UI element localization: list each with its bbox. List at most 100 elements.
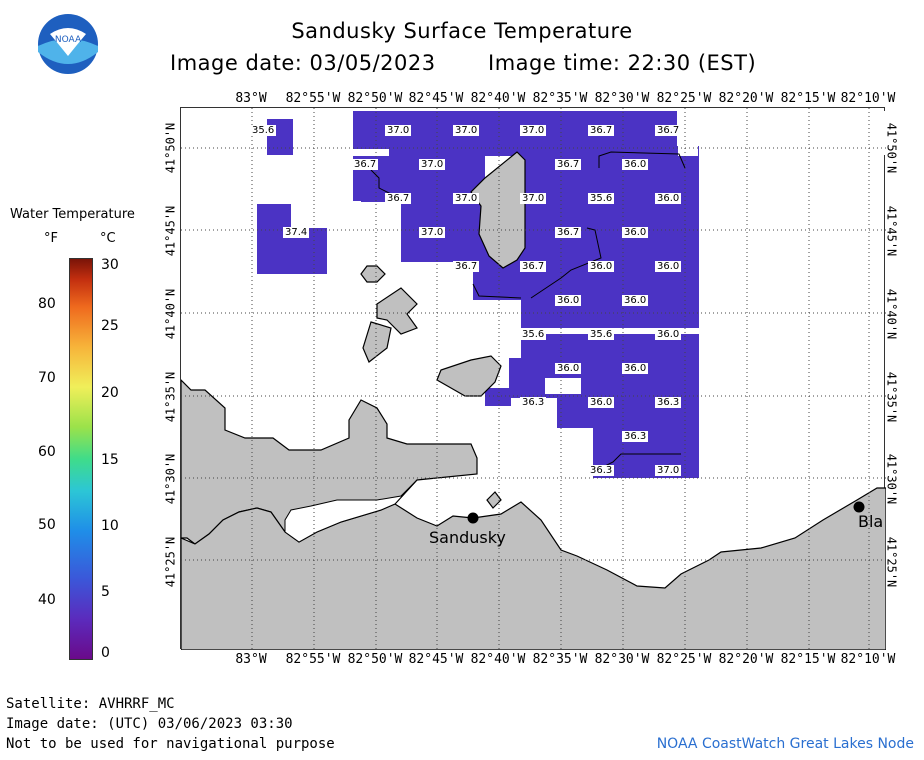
lon-label-top: 82°35'W <box>532 91 588 106</box>
lon-label-bottom: 82°35'W <box>532 652 588 667</box>
map-area <box>180 107 886 650</box>
temperature-label: 37.0 <box>453 125 480 136</box>
temperature-label: 36.7 <box>588 125 615 136</box>
temperature-label: 36.7 <box>655 125 682 136</box>
legend-c-tick: 0 <box>101 645 110 661</box>
temperature-label: 37.0 <box>520 193 547 204</box>
temperature-label: 37.0 <box>419 227 446 238</box>
temperature-label: 36.0 <box>655 329 682 340</box>
legend-unit-c: °C <box>100 231 116 246</box>
lon-label-bottom: 82°40'W <box>470 652 526 667</box>
temperature-label: 37.4 <box>283 227 310 238</box>
temperature-label: 37.0 <box>385 125 412 136</box>
temperature-label: 36.0 <box>588 397 615 408</box>
temperature-label: 35.6 <box>588 329 615 340</box>
city-label-sandusky: Sandusky <box>429 528 506 547</box>
lon-label-top: 82°30'W <box>594 91 650 106</box>
city-label-bla: Bla <box>858 512 884 531</box>
lat-label-left: 41°50'N <box>163 122 178 174</box>
temperature-colorbar <box>69 258 93 660</box>
legend-c-tick: 30 <box>101 257 119 273</box>
lon-label-bottom: 82°10'W <box>840 652 896 667</box>
temperature-label: 36.0 <box>622 295 649 306</box>
temperature-label: 37.0 <box>520 125 547 136</box>
bla-marker <box>853 501 865 513</box>
footer-satellite: Satellite: AVHRRF_MC <box>6 696 175 712</box>
lat-label-left: 41°35'N <box>163 371 178 423</box>
temperature-label: 37.0 <box>655 465 682 476</box>
lake-map <box>181 108 886 650</box>
lon-label-top: 82°20'W <box>718 91 774 106</box>
temperature-label: 36.3 <box>622 431 649 442</box>
lat-label-left: 41°25'N <box>163 536 178 588</box>
temperature-label: 36.3 <box>655 397 682 408</box>
image-time: Image time: 22:30 (EST) <box>488 51 757 75</box>
temperature-label: 36.0 <box>555 295 582 306</box>
lat-label-left: 41°30'N <box>163 453 178 505</box>
temperature-label: 35.6 <box>250 125 277 136</box>
legend-f-tick: 60 <box>38 444 56 460</box>
footer-utc-date: Image date: (UTC) 03/06/2023 03:30 <box>6 716 293 732</box>
lon-label-top: 83°W <box>235 91 267 106</box>
lon-label-top: 82°10'W <box>840 91 896 106</box>
lat-label-right: 41°45'N <box>884 205 899 257</box>
lat-label-right: 41°40'N <box>884 288 899 340</box>
legend-c-tick: 5 <box>101 584 110 600</box>
graticule <box>181 108 886 650</box>
temperature-label: 36.7 <box>385 193 412 204</box>
temperature-label: 36.7 <box>352 159 379 170</box>
lon-label-top: 82°40'W <box>470 91 526 106</box>
temperature-label: 36.0 <box>622 363 649 374</box>
temperature-label: 36.3 <box>520 397 547 408</box>
image-date: Image date: 03/05/2023 <box>170 51 436 75</box>
lon-label-bottom: 82°45'W <box>408 652 464 667</box>
legend-f-tick: 80 <box>38 296 56 312</box>
temperature-label: 36.0 <box>622 159 649 170</box>
temperature-label: 37.0 <box>419 159 446 170</box>
temperature-label: 36.7 <box>555 227 582 238</box>
lat-label-right: 41°50'N <box>884 122 899 174</box>
temperature-label: 35.6 <box>588 193 615 204</box>
footer-disclaimer: Not to be used for navigational purpose <box>6 736 335 752</box>
lat-label-right: 41°25'N <box>884 536 899 588</box>
lat-label-left: 41°40'N <box>163 288 178 340</box>
temperature-label: 36.7 <box>453 261 480 272</box>
lon-label-top: 82°15'W <box>780 91 836 106</box>
legend-c-tick: 10 <box>101 518 119 534</box>
lon-label-top: 82°45'W <box>408 91 464 106</box>
legend-f-tick: 50 <box>38 517 56 533</box>
lon-label-bottom: 82°25'W <box>656 652 712 667</box>
temperature-label: 36.7 <box>520 261 547 272</box>
water-temperature-field <box>257 111 699 478</box>
logo-text: NOAA <box>55 35 82 45</box>
legend-c-tick: 25 <box>101 318 119 334</box>
lon-label-top: 82°55'W <box>285 91 341 106</box>
legend-f-tick: 70 <box>38 370 56 386</box>
lat-label-right: 41°30'N <box>884 453 899 505</box>
legend-unit-f: °F <box>44 231 58 246</box>
temperature-label: 37.0 <box>453 193 480 204</box>
temperature-label: 36.0 <box>655 261 682 272</box>
legend-c-tick: 15 <box>101 452 119 468</box>
temperature-label: 36.7 <box>555 159 582 170</box>
lon-label-bottom: 82°55'W <box>285 652 341 667</box>
temperature-label: 35.6 <box>520 329 547 340</box>
temperature-label: 36.0 <box>622 227 649 238</box>
temperature-label: 36.0 <box>588 261 615 272</box>
lon-label-bottom: 82°15'W <box>780 652 836 667</box>
lat-label-right: 41°35'N <box>884 371 899 423</box>
lat-label-left: 41°45'N <box>163 205 178 257</box>
temperature-label: 36.0 <box>555 363 582 374</box>
lon-label-top: 82°50'W <box>347 91 403 106</box>
lon-label-bottom: 82°50'W <box>347 652 403 667</box>
lon-label-bottom: 82°20'W <box>718 652 774 667</box>
sandusky-marker <box>467 512 479 524</box>
legend-f-tick: 40 <box>38 592 56 608</box>
legend-title: Water Temperature <box>10 207 135 222</box>
coastwatch-node-link[interactable]: NOAA CoastWatch Great Lakes Node <box>656 736 914 752</box>
land <box>181 151 886 650</box>
temperature-label: 36.3 <box>588 465 615 476</box>
page-title: Sandusky Surface Temperature <box>291 19 633 43</box>
lon-label-top: 82°25'W <box>656 91 712 106</box>
legend-c-tick: 20 <box>101 385 119 401</box>
